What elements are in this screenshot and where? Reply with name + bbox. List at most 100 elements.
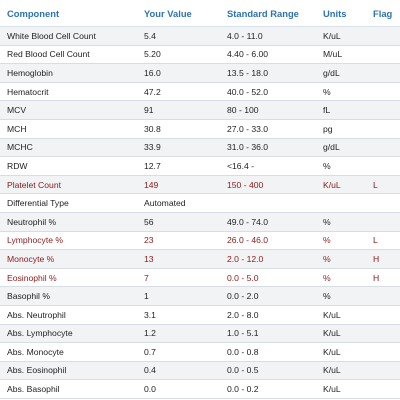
row-component: Abs. Lymphocyte [7, 328, 73, 339]
row-component: Neutrophil % [7, 216, 57, 227]
row-standard-range: 49.0 - 74.0 [227, 216, 269, 227]
table-row: RDW 12.7 <16.4 -% [0, 157, 400, 176]
header-flag: Flag [373, 7, 393, 19]
row-standard-range: 2.0 - 8.0 [227, 309, 259, 320]
row-standard-range: 2.0 - 12.0 [227, 253, 264, 264]
row-value: 13 [144, 253, 154, 264]
row-value: 1 [144, 291, 149, 302]
row-units: K/uL [323, 179, 341, 190]
row-units: pg [323, 123, 333, 134]
table-row: Monocyte % 13 2.0 - 12.0% H [0, 250, 400, 269]
row-value: 0.4 [144, 365, 156, 376]
row-flag: H [373, 253, 380, 264]
row-value: 30.8 [144, 123, 161, 134]
row-component: Platelet Count [7, 179, 61, 190]
row-component: MCH [7, 123, 27, 134]
row-flag: H [373, 272, 380, 283]
row-component: Abs. Basophil [7, 384, 60, 395]
row-value: 5.4 [144, 30, 156, 41]
row-flag: L [373, 179, 378, 190]
header-standard-range: Standard Range [227, 7, 299, 19]
row-value: 149 [144, 179, 159, 190]
table-row: Abs. Basophil 0.0 0.0 - 0.2 K/uL [0, 380, 400, 399]
row-standard-range: 4.0 - 11.0 [227, 30, 263, 41]
table-row: MCV 91 80 - 100 fL [0, 101, 400, 120]
row-standard-range: 150 - 400 [227, 179, 264, 190]
row-units: K/uL [323, 365, 341, 376]
row-units: M/uL [323, 49, 343, 60]
row-units: K/uL [323, 309, 341, 320]
row-value: Automated [144, 198, 186, 209]
row-standard-range: 80 - 100 [227, 105, 259, 116]
header-your-value: Your Value [144, 7, 192, 19]
table-body: White Blood Cell Count 5.4 4.0 - 11.0 K/uL R… [0, 27, 400, 399]
row-standard-range: 13.5 - 18.0 [227, 67, 269, 78]
header-units: Units [323, 7, 347, 19]
row-value: 5.20 [144, 49, 161, 60]
row-units: K/uL [323, 346, 341, 357]
row-component: Eosinophil % [7, 272, 57, 283]
row-value: 47.2 [144, 86, 161, 97]
table-row: Hematocrit 47.2 40.0 - 52.0% [0, 82, 400, 102]
row-standard-range: 26.0 - 46.0 [227, 235, 269, 246]
row-units: % [323, 291, 331, 302]
row-value: 0.0 [144, 384, 156, 395]
row-value: 3.1 [144, 309, 156, 320]
row-value: 12.7 [144, 160, 161, 171]
row-value: 16.0 [144, 67, 161, 78]
row-component: Abs. Monocyte [7, 346, 64, 357]
row-standard-range: 0.0 - 0.8 [227, 346, 259, 357]
table-row: Red Blood Cell Count 5.20 4.40 - 6.00 M/uL [0, 45, 400, 65]
row-standard-range: <16.4 - [227, 160, 254, 171]
table-row: White Blood Cell Count 5.4 4.0 - 11.0 K/uL [0, 27, 400, 46]
row-value: 91 [144, 105, 154, 116]
row-value: 33.9 [144, 142, 161, 153]
row-component: Hematocrit [7, 86, 49, 97]
row-units: % [323, 216, 331, 227]
row-units: % [323, 272, 331, 283]
row-value: 1.2 [144, 328, 156, 339]
row-value: 0.7 [144, 346, 156, 357]
row-standard-range: 40.0 - 52.0 [227, 86, 269, 97]
row-standard-range: 0.0 - 0.5 [227, 365, 259, 376]
row-component: Monocyte % [7, 253, 55, 264]
table-row: Abs. Eosinophil 0.4 0.0 - 0.5 K/uL [0, 361, 400, 381]
row-standard-range: 0.0 - 5.0 [227, 272, 259, 283]
table-row: Abs. Neutrophil 3.1 2.0 - 8.0 K/uL [0, 305, 400, 325]
row-units: fL [323, 105, 331, 116]
table-row: Platelet Count 149 150 - 400 K/uL L [0, 175, 400, 195]
row-flag: L [373, 235, 378, 246]
row-component: Basophil % [7, 291, 50, 302]
row-units: K/uL [323, 328, 341, 339]
table-header: Component Your Value Standard Range Unit… [0, 0, 400, 27]
row-units: g/dL [323, 142, 340, 153]
row-units: % [323, 253, 331, 264]
row-units: K/uL [323, 384, 341, 395]
table-row: MCHC 33.9 31.0 - 36.0 g/dL [0, 138, 400, 158]
row-value: 7 [144, 272, 149, 283]
row-units: K/uL [323, 30, 341, 41]
table-row: Abs. Monocyte 0.7 0.0 - 0.8 K/uL [0, 343, 400, 362]
row-standard-range: 27.0 - 33.0 [227, 123, 269, 134]
table-row: MCH 30.8 27.0 - 33.0 pg [0, 119, 400, 139]
table-row: Lymphocyte % 23 26.0 - 46.0% L [0, 231, 400, 251]
row-component: MCV [7, 105, 27, 116]
row-component: Abs. Eosinophil [7, 365, 67, 376]
table-row: Differential Type Automated [0, 194, 400, 213]
row-value: 23 [144, 235, 154, 246]
row-standard-range: 1.0 - 5.1 [227, 328, 259, 339]
row-component: Differential Type [7, 198, 69, 209]
row-component: White Blood Cell Count [7, 30, 96, 41]
row-value: 56 [144, 216, 154, 227]
row-standard-range: 0.0 - 0.2 [227, 384, 259, 395]
table-row: Neutrophil % 56 49.0 - 74.0% [0, 212, 400, 232]
table-row: Abs. Lymphocyte 1.2 1.0 - 5.1 K/uL [0, 324, 400, 344]
row-component: Hemoglobin [7, 67, 53, 78]
row-standard-range: 4.40 - 6.00 [227, 49, 269, 60]
row-units: g/dL [323, 67, 340, 78]
row-units: % [323, 86, 331, 97]
row-units: % [323, 160, 331, 171]
row-standard-range: 0.0 - 2.0 [227, 291, 259, 302]
row-standard-range: 31.0 - 36.0 [227, 142, 269, 153]
